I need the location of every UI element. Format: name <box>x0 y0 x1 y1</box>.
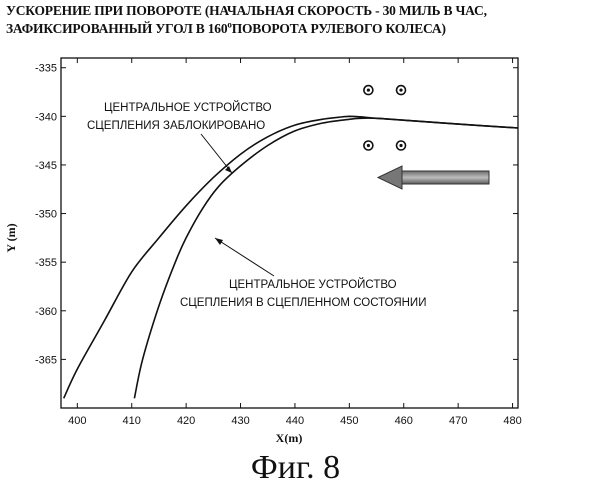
cone-marker-center <box>367 144 370 147</box>
annotation-locked-line-1: ЦЕНТРАЛЬНОЕ УСТРОЙСТВО <box>104 101 272 114</box>
cone-marker-center <box>399 144 402 147</box>
x-tick-label: 440 <box>286 415 304 427</box>
trajectory-chart: 400 410 420 430 440 450 460 470 480 -335 -340 -345 -… <box>0 0 591 448</box>
y-axis-label: Y (m) <box>4 223 18 252</box>
curve-center-coupling-locked <box>64 116 518 398</box>
annotation-engaged-line-2: СЦЕПЛЕНИЯ В СЦЕПЛЕННОМ СОСТОЯНИИ <box>180 297 426 309</box>
y-tick-label: -345 <box>35 160 57 172</box>
trajectory-curves <box>64 116 518 398</box>
y-tick-label: -360 <box>35 306 57 318</box>
cone-marker-center <box>399 88 402 91</box>
x-tick-label: 410 <box>123 415 141 427</box>
annotation-locked-line-2: СЦЕПЛЕНИЯ ЗАБЛОКИРОВАНО <box>87 120 265 132</box>
figure-caption: Фиг. 8 <box>0 448 591 488</box>
annotation-locked-pointer <box>201 134 232 173</box>
x-tick-label: 480 <box>503 415 521 427</box>
y-tick-label: -335 <box>35 63 57 75</box>
x-tick-label: 460 <box>395 415 413 427</box>
x-tick-label: 400 <box>68 415 86 427</box>
annotation-engaged-pointer <box>215 238 274 276</box>
cone-marker-center <box>367 88 370 91</box>
annotation-engaged-line-1: ЦЕНТРАЛЬНОЕ УСТРОЙСТВО <box>229 278 397 291</box>
direction-arrow-icon <box>378 166 489 189</box>
y-tick-label: -340 <box>35 111 57 123</box>
x-tick-label: 430 <box>231 415 249 427</box>
curve-center-coupling-engaged <box>134 118 518 398</box>
x-tick-label: 420 <box>177 415 195 427</box>
y-tick-label: -355 <box>35 257 57 269</box>
y-tick-label: -350 <box>35 209 57 221</box>
x-tick-label: 470 <box>449 415 467 427</box>
x-tick-label: 450 <box>340 415 358 427</box>
x-axis-label: X(m) <box>276 431 303 445</box>
y-tick-label: -365 <box>35 354 57 366</box>
